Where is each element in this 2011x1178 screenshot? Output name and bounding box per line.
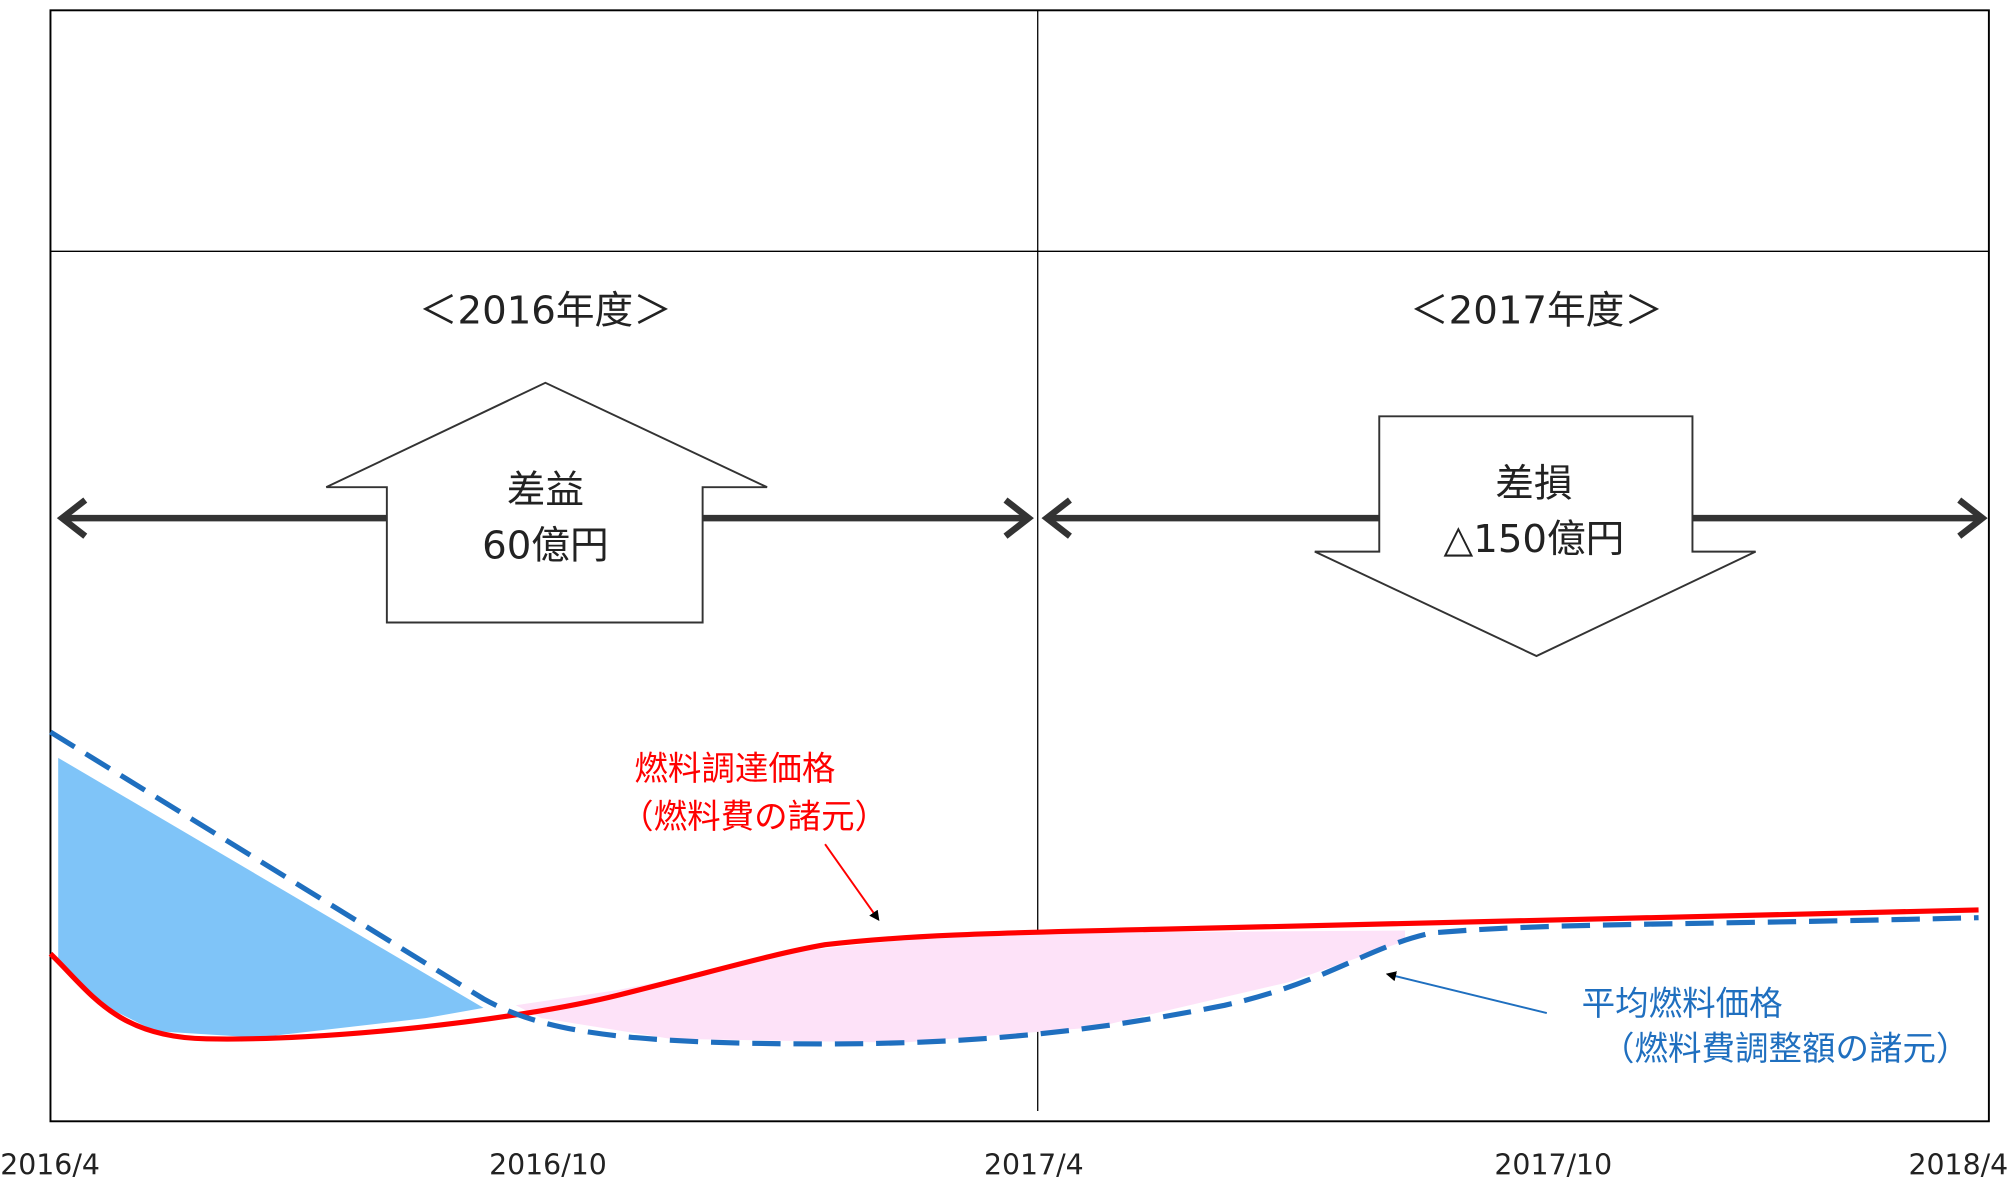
period-label: ＜2016年度＞: [419, 289, 672, 334]
x-label: 2016/4: [0, 1148, 100, 1178]
x-label: 2017/10: [1494, 1148, 1612, 1178]
x-label: 2017/4: [984, 1148, 1084, 1178]
up-arrow: [325, 381, 768, 624]
x-label: 2018/4: [1908, 1148, 2008, 1178]
line-label: 平均燃料価格: [1582, 984, 1783, 1023]
result-label: 差益: [507, 468, 584, 513]
arrow-heads-2016: [56, 497, 1034, 539]
line-label: （燃料費調整額の諸元）: [1601, 1029, 1969, 1068]
annotation-arrow: [1385, 971, 1548, 1014]
result-value: △150億円: [1444, 517, 1625, 562]
line-label: 燃料調達価格: [634, 749, 835, 788]
x-label: 2016/10: [489, 1148, 607, 1178]
gain-area: [58, 757, 484, 1038]
down-arrow: [1314, 415, 1757, 658]
period-label: ＜2017年度＞: [1410, 289, 1663, 334]
loss-area: [515, 930, 1406, 1043]
line-label: （燃料費の諸元）: [620, 797, 888, 836]
arrow-heads-2017: [1041, 497, 1988, 539]
average-price-line: [49, 729, 1979, 1047]
annotation-arrow: [824, 843, 880, 922]
procurement-price-line: [48, 907, 1979, 1042]
result-value: 60億円: [482, 523, 609, 568]
result-label: 差損: [1495, 461, 1572, 506]
